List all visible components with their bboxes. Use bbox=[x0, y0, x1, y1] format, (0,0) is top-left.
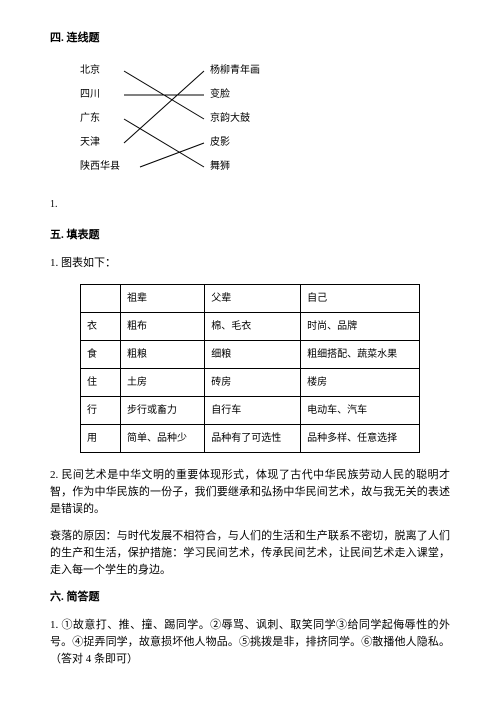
table-cell: 简单、品种少 bbox=[121, 424, 205, 452]
table-row: 食 粗粮 细粮 粗细搭配、蔬菜水果 bbox=[81, 340, 420, 368]
matching-diagram: 北京 四川 广东 天津 陕西华县 杨柳青年画 变脸 京韵大鼓 皮影 舞狮 bbox=[80, 59, 340, 189]
table-cell: 棉、毛衣 bbox=[205, 312, 301, 340]
table-row: 衣 粗布 棉、毛衣 时尚、品牌 bbox=[81, 312, 420, 340]
section-4-title: 四. 连线题 bbox=[50, 30, 450, 47]
table-row: 行 步行或畜力 自行车 电动车、汽车 bbox=[81, 396, 420, 424]
table-cell: 土房 bbox=[121, 368, 205, 396]
table-cell bbox=[81, 284, 121, 312]
table-cell: 衣 bbox=[81, 312, 121, 340]
table-cell: 品种有了可选性 bbox=[205, 424, 301, 452]
section-6-answer: 1. ①故意打、推、撞、踢同学。②辱骂、讽刺、取笑同学③给同学起侮辱性的外号。④… bbox=[50, 617, 450, 668]
table-cell: 楼房 bbox=[301, 368, 420, 396]
comparison-table: 祖辈 父辈 自己 衣 粗布 棉、毛衣 时尚、品牌 食 粗粮 细粮 粗细搭配、蔬菜… bbox=[80, 284, 420, 453]
table-cell: 砖房 bbox=[205, 368, 301, 396]
table-cell: 电动车、汽车 bbox=[301, 396, 420, 424]
section-5-para-2: 2. 民间艺术是中华文明的重要体现形式，体现了古代中华民族劳动人民的聪明才智，作… bbox=[50, 467, 450, 518]
table-cell: 食 bbox=[81, 340, 121, 368]
table-cell: 时尚、品牌 bbox=[301, 312, 420, 340]
table-row: 住 土房 砖房 楼房 bbox=[81, 368, 420, 396]
table-cell: 粗细搭配、蔬菜水果 bbox=[301, 340, 420, 368]
question-number-1: 1. bbox=[50, 197, 450, 212]
table-cell: 粗粮 bbox=[121, 340, 205, 368]
table-cell: 步行或畜力 bbox=[121, 396, 205, 424]
match-lines-svg bbox=[80, 59, 340, 189]
section-5-title: 五. 填表题 bbox=[50, 227, 450, 244]
section-5-para-3: 衰落的原因：与时代发展不相符合，与人们的生活和生产联系不密切，脱离了人们的生产和… bbox=[50, 528, 450, 579]
section-6-title: 六. 简答题 bbox=[50, 589, 450, 606]
table-row: 用 简单、品种少 品种有了可选性 品种多样、任意选择 bbox=[81, 424, 420, 452]
table-cell: 父辈 bbox=[205, 284, 301, 312]
table-cell: 粗布 bbox=[121, 312, 205, 340]
section-5-subtitle: 1. 图表如下： bbox=[50, 255, 450, 272]
table-cell: 祖辈 bbox=[121, 284, 205, 312]
table-cell: 用 bbox=[81, 424, 121, 452]
table-cell: 行 bbox=[81, 396, 121, 424]
table-cell: 自己 bbox=[301, 284, 420, 312]
table-cell: 细粮 bbox=[205, 340, 301, 368]
table-cell: 自行车 bbox=[205, 396, 301, 424]
table-cell: 住 bbox=[81, 368, 121, 396]
table-cell: 品种多样、任意选择 bbox=[301, 424, 420, 452]
table-header-row: 祖辈 父辈 自己 bbox=[81, 284, 420, 312]
